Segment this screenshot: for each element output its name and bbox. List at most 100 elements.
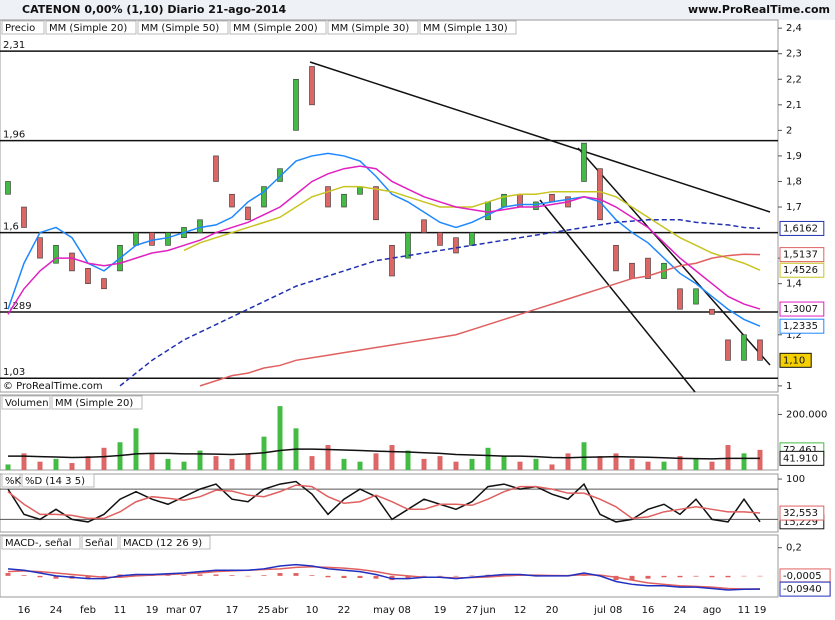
- legend-label: MM (Simple 20): [49, 23, 127, 34]
- level-label: 1,6: [3, 222, 19, 233]
- candle: [21, 206, 27, 228]
- bar: [677, 575, 683, 578]
- bar: [101, 447, 107, 470]
- legend-label: %K: [5, 476, 22, 487]
- value-badge: [779, 505, 825, 521]
- y-tick-label: 2,3: [786, 49, 802, 60]
- bar: [53, 575, 59, 579]
- bar: [197, 574, 203, 576]
- value-badge: [779, 220, 825, 236]
- x-tick-label: 19: [434, 605, 447, 616]
- series-line: [7, 152, 761, 327]
- candle: [85, 268, 91, 284]
- x-tick-label: ago: [703, 605, 722, 616]
- x-tick-label: 17: [226, 605, 239, 616]
- bar: [421, 575, 427, 577]
- bar: [229, 575, 235, 576]
- legend-label: MM (Simple 200): [233, 23, 318, 34]
- candle: [133, 232, 139, 246]
- bar: [645, 575, 651, 579]
- value-label: 1,4526: [783, 265, 818, 276]
- candle: [309, 66, 315, 106]
- x-tick-label: 16: [642, 605, 655, 616]
- legend-label: Volumen: [5, 398, 49, 409]
- value-badge: [779, 581, 831, 597]
- bar: [485, 447, 491, 470]
- legend-label: %D (14 3 5): [25, 476, 85, 487]
- legend-box: [327, 20, 419, 35]
- candle: [229, 193, 235, 208]
- candle: [533, 201, 539, 210]
- candle: [597, 168, 603, 221]
- legend-label: MACD-, señal: [5, 538, 72, 549]
- bar: [501, 456, 507, 470]
- candle: [373, 186, 379, 221]
- y-tick-label: 2,2: [786, 74, 802, 85]
- x-tick-label: 11: [114, 605, 127, 616]
- bar: [261, 575, 267, 576]
- legend-box: [137, 20, 229, 35]
- legend-label: MM (Simple 30): [331, 23, 409, 34]
- legend-box: [1, 535, 81, 550]
- bar: [21, 453, 27, 470]
- candle: [5, 181, 11, 195]
- x-tick-label: 20: [546, 605, 559, 616]
- value-badge: [779, 247, 825, 263]
- bar: [677, 456, 683, 470]
- legend-label: Señal: [85, 538, 113, 549]
- bar: [709, 461, 715, 470]
- series-line: [199, 253, 761, 387]
- candle: [709, 308, 715, 315]
- candle: [405, 232, 411, 259]
- x-tick-label: jun: [479, 605, 495, 616]
- level-label: 1,289: [3, 301, 32, 312]
- bar: [453, 461, 459, 470]
- x-tick-label: 19: [146, 605, 159, 616]
- bar: [5, 464, 11, 470]
- bar: [85, 575, 91, 579]
- trend-line: [309, 61, 771, 213]
- bar: [213, 574, 219, 576]
- legend-label: MM (Simple 130): [423, 23, 508, 34]
- candle: [245, 206, 251, 221]
- bar: [21, 575, 27, 576]
- candle: [261, 186, 267, 208]
- candle: [197, 219, 203, 233]
- bar: [325, 445, 331, 470]
- bar: [613, 453, 619, 470]
- candle: [213, 155, 219, 182]
- legend-box: [419, 20, 517, 35]
- legend-label: MM (Simple 20): [55, 398, 133, 409]
- value-label: 1,5137: [783, 250, 818, 261]
- x-tick-label: 16: [18, 605, 31, 616]
- bar: [325, 575, 331, 578]
- legend-box: [21, 473, 95, 488]
- bar: [533, 458, 539, 470]
- bar: [69, 463, 75, 470]
- candle: [469, 232, 475, 246]
- y-tick-label: 1,7: [786, 202, 802, 213]
- candle: [325, 186, 331, 208]
- value-badge: [779, 301, 825, 317]
- bar: [341, 575, 347, 578]
- value-label: 41.910: [783, 453, 818, 464]
- value-label: 1,2335: [783, 321, 818, 332]
- bar: [373, 453, 379, 470]
- candle: [277, 168, 283, 182]
- stochastic-panel: [0, 473, 779, 533]
- x-tick-label: abr: [272, 605, 289, 616]
- bar: [149, 453, 155, 470]
- series-line: [7, 484, 761, 520]
- bar: [197, 450, 203, 470]
- bar: [357, 461, 363, 470]
- bar: [757, 449, 763, 470]
- bar: [693, 458, 699, 470]
- trend-line: [577, 147, 771, 366]
- legend-label: Precio: [5, 23, 35, 34]
- series-line: [183, 185, 761, 271]
- bar: [405, 450, 411, 470]
- y-tick-label: 2,4: [786, 23, 802, 34]
- candle: [629, 262, 635, 279]
- bar: [725, 575, 731, 578]
